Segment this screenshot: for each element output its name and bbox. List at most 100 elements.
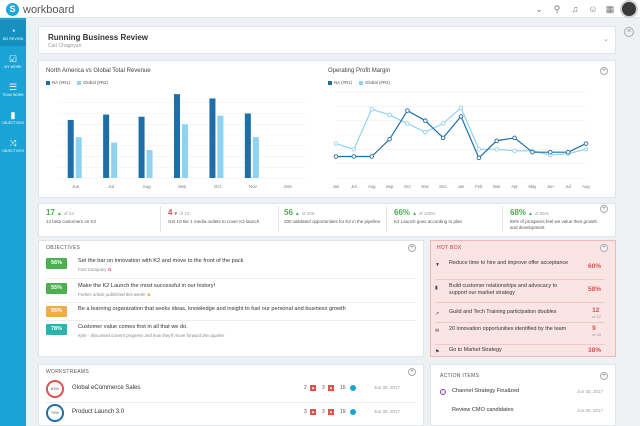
x-tick-label: Mar [493,184,501,189]
kpi-beta-customers[interactable]: 17 ▲ of 24 14 beta customers on K2 [46,208,97,224]
app-logo[interactable]: S workboard [6,3,74,16]
user-avatar[interactable] [620,0,638,18]
x-tick-label: Jun [333,184,340,189]
x-tick-label: May [528,184,537,189]
x-tick-label: Aug [143,184,152,189]
progress-badge: 78% [46,324,67,335]
objective-note: Fast Company ✿ [78,267,112,272]
objective-note: Kyle - discussed current progress and ho… [78,333,225,338]
data-point [494,138,499,143]
top-bar: S workboard ⌄ ⚲ ♫ ☺ ▦ [0,0,640,18]
action-item[interactable]: Review CMO candidates Jun 30, 2017 [452,407,604,413]
data-point [351,147,357,152]
legend-global: Global (#R2) [77,80,108,85]
data-point [512,135,517,141]
hot-box-item[interactable]: ↗ Guild and Tech Training participation … [435,307,601,319]
action-items-heading: ACTION ITEMS [440,373,480,379]
bell-icon[interactable]: ♫ [571,4,579,14]
sidebar-item-objectives-2[interactable]: ⤨ OBJECTIVES [1,138,25,153]
sidebar-item-biz-review[interactable]: ◔ BIZ REVIEW [0,20,26,46]
flag-icon: ⚑ [435,349,440,355]
sidebar-item-team-work[interactable]: ☰ TEAM WORK [0,76,26,102]
hot-box-item[interactable]: ⚑ Go to Market Strategy 38% [435,347,601,355]
data-point [530,149,535,155]
x-tick-label: Jul [108,184,114,189]
search-icon[interactable]: ⚲ [553,4,561,14]
data-point [440,135,446,141]
data-point [405,108,410,113]
status-badge [350,409,356,415]
shuffle-icon: ⤨ [9,138,17,148]
x-tick-label: Nov [249,184,258,189]
x-tick-label: Dec [439,184,446,189]
objective-row[interactable]: 56% Be a learning organization that seek… [46,306,386,328]
x-tick-label: Dec [284,184,293,189]
bar-chart-icon: ▮ [435,285,438,291]
hot-box-item[interactable]: ▮ Build customer relationships and advoc… [435,283,601,296]
progress-badge: 56% [46,258,67,269]
x-tick-label: Apr [511,184,518,189]
objective-row[interactable]: 78% Customer value comes first in all th… [46,324,386,346]
hot-box-heading: HOT BOX [437,245,462,251]
chevron-down-icon[interactable]: ⌄ [535,4,543,14]
bar [75,137,82,178]
kpi-strip [38,203,616,237]
objective-text: Be a learning organization that seeks id… [78,306,346,312]
x-tick-label: Feb [475,184,483,189]
workstream-name: Global eCommerce Sales [72,385,141,391]
bar [244,113,251,178]
kpi-opportunities[interactable]: 56 ▲ of 200 200 validated opportunities f… [284,208,381,224]
data-point [458,105,464,111]
x-tick-label: Nov [422,184,430,189]
logo-icon: S [6,3,19,16]
revenue-bar-chart: Jun Jul Aug Sep Oct Nov Dec [58,94,306,189]
grid-icon[interactable]: ▦ [605,4,615,14]
trend-down-icon: ▼ [435,262,440,268]
group-icon[interactable]: ☺ [588,4,598,14]
legend-global: Global (#R2) [359,80,390,85]
data-point [369,106,374,112]
review-header: Running Business Review Carl Chagoyan ⌄ [38,26,616,54]
bar [252,137,259,178]
kpi-prospects[interactable]: 68% ▲ of 85% 85% of prospects feel we val… [510,208,598,230]
chevron-down-icon[interactable]: ⌄ [603,36,609,43]
add-objective-button[interactable]: + [408,244,416,252]
progress-ring: 63% [46,380,64,398]
chat-icon: ✉ [435,328,440,334]
progress-badge: 56% [46,306,67,317]
hot-box-item[interactable]: ✉ 20 innovation opportunities identified… [435,325,601,337]
add-chart-button[interactable]: + [600,67,608,75]
charts-card [38,60,616,198]
status-dot-icon [440,389,446,395]
kpi-media-outlets[interactable]: 4 ♥ of 10 Get 10 tier 1 media outlets to … [168,208,260,224]
heart-icon: ♥ [174,211,178,217]
close-panel-icon[interactable]: × [624,27,634,37]
bar-chart-icon: ▮ [10,110,16,120]
kpi-launch-plan[interactable]: 66% ▲ of 100% K2 Launch goes according to… [394,208,463,224]
bar [182,124,188,178]
workstream-row[interactable]: 75% Product Launch 3.0 3 ▲ 3 ▲ 19 Jun 30… [46,404,416,422]
action-item[interactable]: Channel Strategy Finalized Jun 30, 2017 [440,388,610,400]
add-workstream-button[interactable]: + [408,368,416,376]
sidebar: ◔ BIZ REVIEW ☑ MY WORK ☰ TEAM WORK ▮ OBJ… [0,18,26,426]
bar [146,150,153,178]
trend-up-icon: ↗ [435,311,440,317]
workstream-row[interactable]: 63% Global eCommerce Sales 2 ▲ 3 ▲ 15 Ju… [46,380,416,398]
objective-row[interactable]: 56% Set the bar on innovation with K2 an… [46,258,386,280]
add-kpi-button[interactable]: + [600,205,608,213]
sidebar-item-objectives[interactable]: ▮ OBJECTIVES [1,110,25,125]
x-tick-label: Jul [351,184,356,189]
add-hotbox-button[interactable]: + [600,244,608,252]
data-point [423,129,428,135]
objective-text: Make the K2 Launch the most successful i… [78,283,216,289]
action-items-card [430,364,616,426]
page-title: Running Business Review [48,33,149,42]
add-action-button[interactable]: + [600,372,608,380]
data-point [440,121,446,126]
data-point [387,137,392,142]
sidebar-item-my-work[interactable]: ☑ MY WORK [0,48,26,74]
data-point [423,118,428,123]
arrow-up-icon: ▲ [294,211,300,217]
objective-row[interactable]: 55% Make the K2 Launch the most successf… [46,283,386,305]
hot-box-item[interactable]: ▼ Reduce time to hire and improve offer … [435,260,601,270]
